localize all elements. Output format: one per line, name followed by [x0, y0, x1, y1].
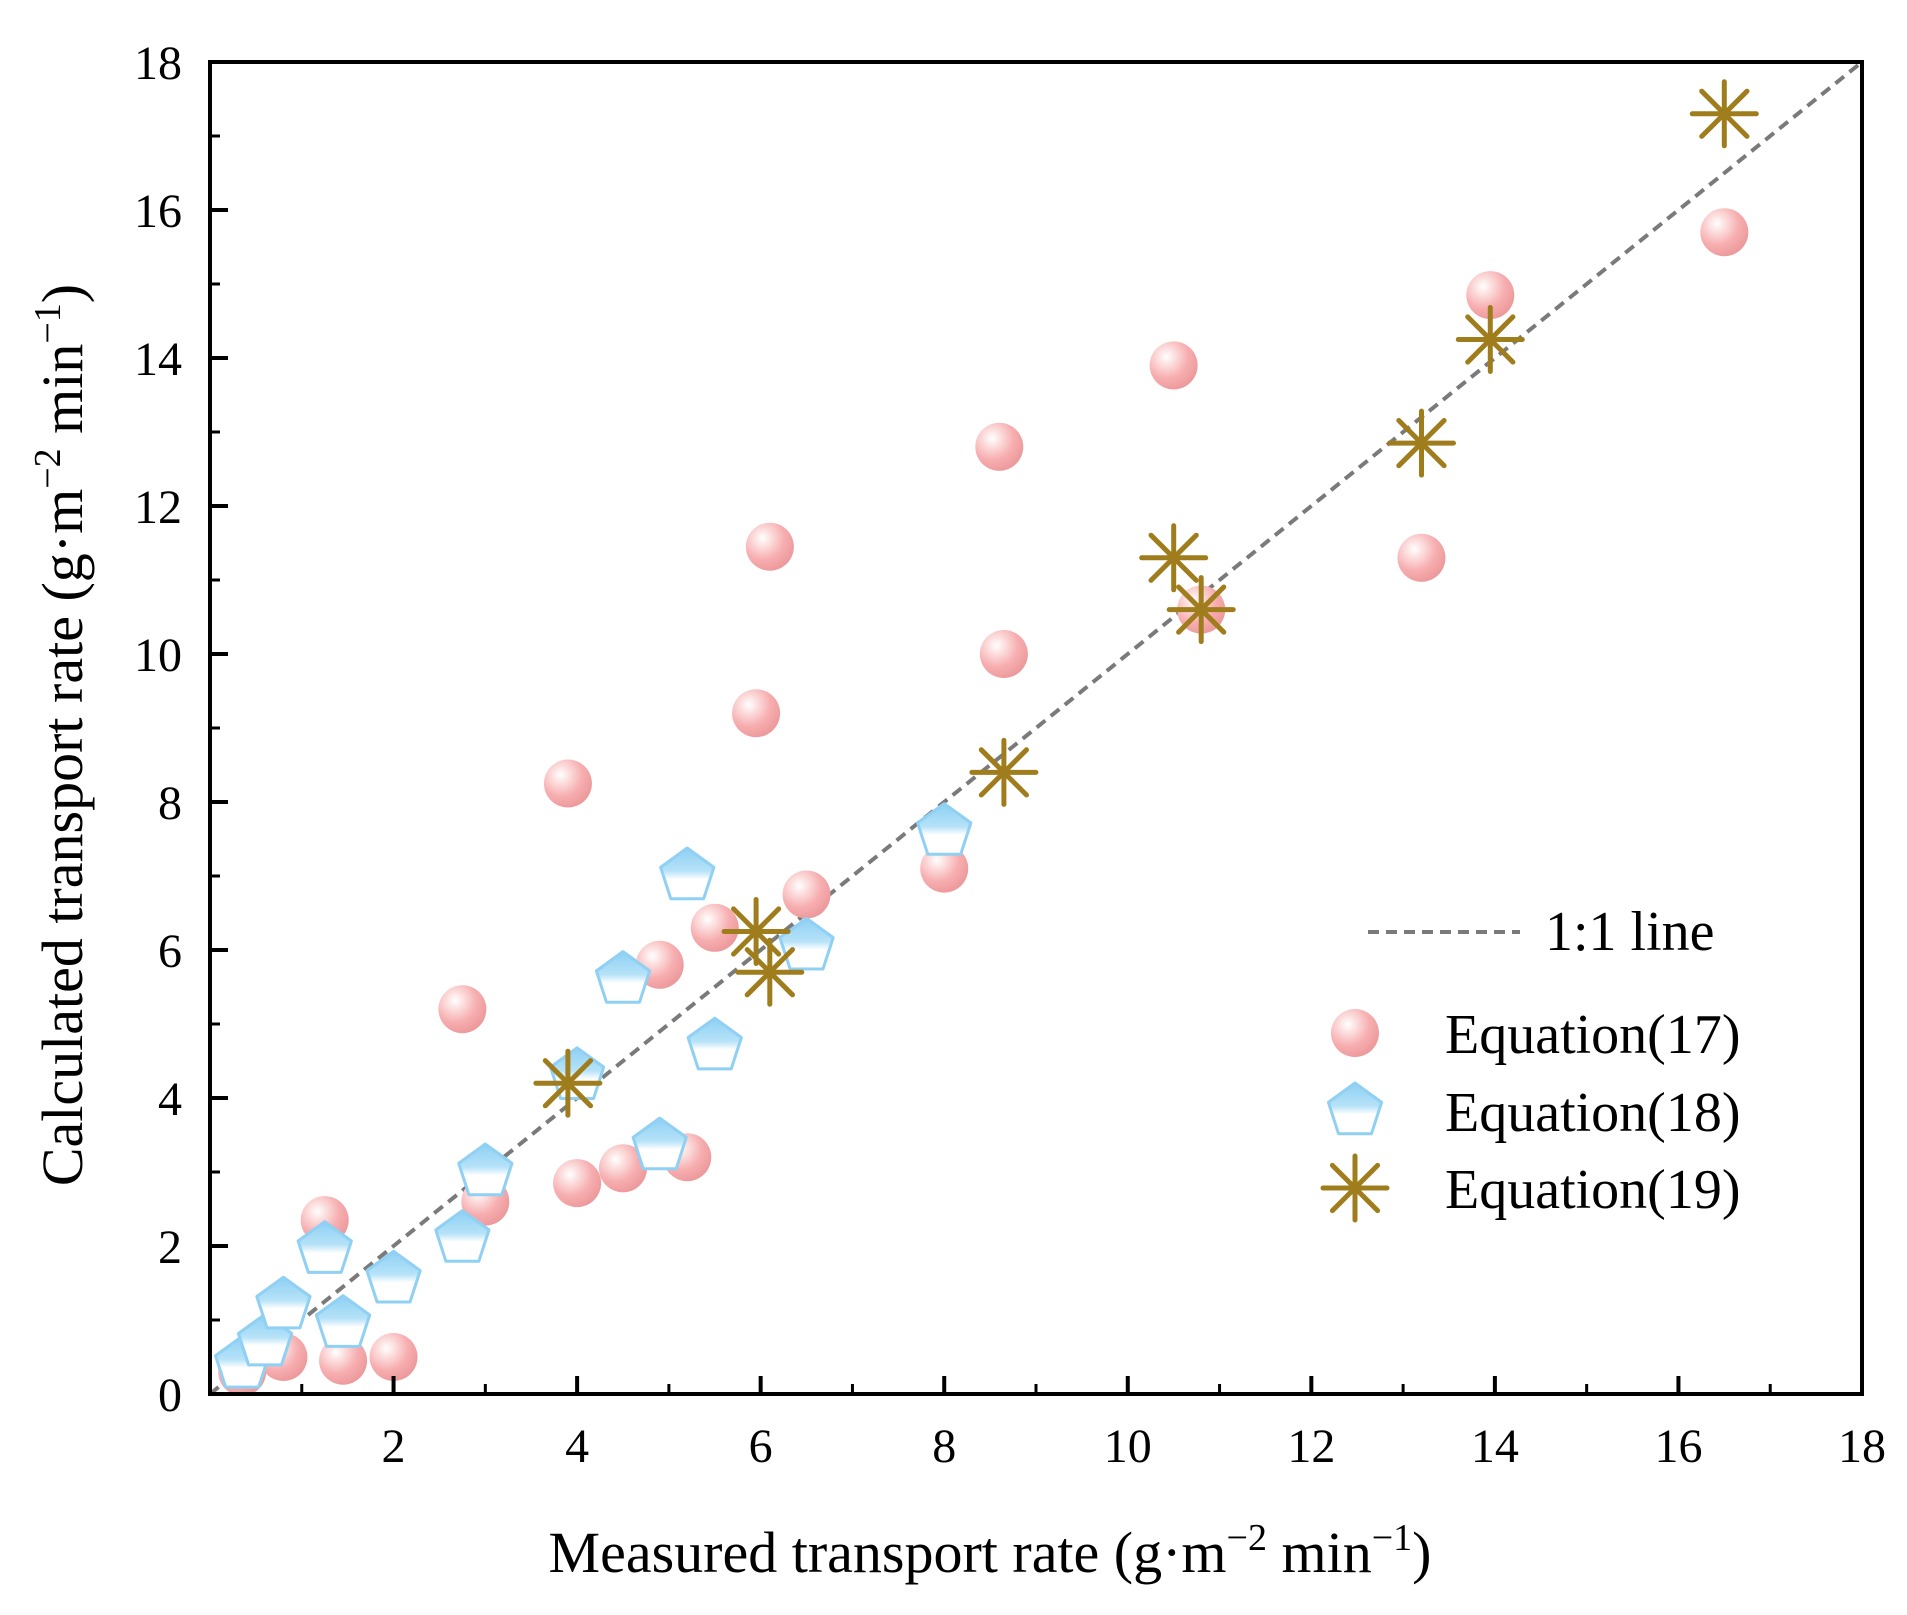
y-tick-label-10: 10	[134, 629, 182, 682]
y-axis-label-mid: min	[30, 344, 95, 449]
y-tick-label-18: 18	[134, 37, 182, 90]
x-tick-label-6: 6	[749, 1420, 773, 1473]
legend-swatch-eq17	[1331, 1009, 1379, 1057]
point-eq17-5	[438, 985, 487, 1034]
y-tick-label-0: 0	[158, 1369, 182, 1422]
y-axis-label-prefix: Calculated transport rate (g·m	[30, 489, 95, 1186]
x-axis-label: Measured transport rate (g·m−2 min−1)	[549, 1517, 1432, 1585]
legend-label-eq18: Equation(18)	[1445, 1082, 1740, 1144]
point-eq17-15	[782, 870, 831, 919]
point-eq17-14	[745, 522, 794, 571]
y-tick-label-14: 14	[134, 333, 182, 386]
point-eq19-4	[1139, 523, 1209, 593]
y-tick-label-16: 16	[134, 185, 182, 238]
point-eq18-9	[594, 950, 652, 1004]
point-eq17-18	[979, 630, 1028, 678]
y-tick-label-8: 8	[158, 777, 182, 830]
point-eq18-5	[365, 1249, 422, 1304]
point-eq19-5	[1166, 575, 1236, 645]
legend-item-eq17: Equation(17)	[1331, 1004, 1740, 1066]
point-eq17-19	[1149, 341, 1198, 390]
legend-swatch-eq19	[1320, 1153, 1390, 1223]
series-eq19	[533, 79, 1759, 1118]
series-eq18	[214, 802, 973, 1389]
point-eq17-9	[599, 1144, 647, 1193]
y-tick-label-12: 12	[134, 481, 182, 534]
legend-label-eq17: Equation(17)	[1445, 1004, 1740, 1066]
y-axis-label-sup1: −2	[27, 448, 69, 488]
x-axis-label-suffix: )	[1412, 1520, 1431, 1585]
legend: 1:1 line Equation(17) Equation(18) Equation…	[1320, 901, 1740, 1223]
y-axis-label-sup2: −1	[27, 303, 69, 343]
point-eq19-1	[721, 897, 791, 966]
point-eq19-3	[969, 737, 1039, 807]
point-eq17-16	[920, 844, 969, 893]
point-eq18-2	[255, 1275, 312, 1330]
point-eq17-22	[1466, 271, 1515, 320]
point-eq17-4	[369, 1333, 418, 1381]
point-eq18-13	[778, 916, 835, 971]
x-tick-label-4: 4	[565, 1420, 589, 1473]
x-tick-label-2: 2	[382, 1420, 406, 1473]
point-eq19-8	[1689, 79, 1759, 149]
legend-swatch-eq18	[1326, 1081, 1384, 1136]
x-tick-label-18: 18	[1838, 1420, 1886, 1473]
legend-item-1to1: 1:1 line	[1368, 901, 1715, 963]
point-eq17-7	[543, 759, 592, 808]
legend-item-eq18: Equation(18)	[1326, 1081, 1740, 1144]
point-eq19-6	[1387, 408, 1456, 478]
point-eq18-7	[457, 1142, 514, 1197]
legend-1to1-label: 1:1 line	[1545, 901, 1715, 963]
x-tick-label-8: 8	[932, 1420, 956, 1473]
y-axis-label-suffix: )	[30, 284, 95, 303]
point-eq17-8	[553, 1159, 602, 1208]
x-axis-label-prefix: Measured transport rate (g·m	[549, 1520, 1227, 1585]
point-eq17-23	[1700, 208, 1749, 257]
x-tick-label-12: 12	[1287, 1420, 1335, 1473]
x-axis-label-sup1: −2	[1227, 1517, 1267, 1559]
legend-item-eq19: Equation(19)	[1320, 1153, 1740, 1223]
x-axis-label-sup2: −1	[1372, 1517, 1412, 1559]
point-eq18-3	[296, 1220, 353, 1274]
point-eq18-11	[659, 846, 716, 901]
point-eq19-2	[735, 937, 805, 1007]
point-eq17-21	[1397, 533, 1446, 582]
y-tick-label-2: 2	[158, 1221, 182, 1274]
point-eq19-0	[533, 1048, 603, 1118]
legend-label-eq19: Equation(19)	[1445, 1159, 1740, 1221]
y-tick-label-4: 4	[158, 1073, 182, 1126]
point-eq18-12	[686, 1016, 743, 1071]
point-eq18-6	[434, 1209, 491, 1263]
one-to-one-line	[208, 60, 1864, 1396]
y-tick-label-6: 6	[158, 925, 182, 978]
x-axis-label-mid: min	[1267, 1520, 1372, 1585]
point-eq19-7	[1455, 305, 1525, 374]
point-eq17-12	[690, 903, 739, 952]
x-tick-label-14: 14	[1471, 1420, 1519, 1473]
point-eq18-10	[631, 1116, 688, 1171]
point-eq18-4	[314, 1294, 372, 1348]
x-tick-label-10: 10	[1104, 1420, 1152, 1473]
point-eq17-13	[732, 689, 781, 738]
point-eq17-3	[319, 1336, 368, 1385]
y-axis-label: Calculated transport rate (g·m−2 min−1)	[27, 284, 95, 1186]
point-eq18-14	[916, 802, 973, 856]
x-tick-label-16: 16	[1654, 1420, 1702, 1473]
point-eq17-17	[975, 422, 1024, 471]
